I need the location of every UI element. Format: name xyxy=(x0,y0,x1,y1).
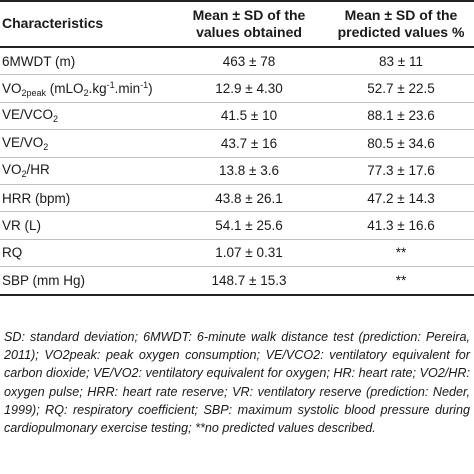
row-predicted-value: ** xyxy=(328,266,474,296)
row-predicted-value: 88.1 ± 23.6 xyxy=(328,102,474,131)
header-mean-obtained: Mean ± SD of the values obtained xyxy=(170,0,328,48)
row-predicted-value: 83 ± 11 xyxy=(328,47,474,76)
table-row: 6MWDT (m) 463 ± 78 83 ± 11 xyxy=(0,47,474,76)
results-table-container: Characteristics Mean ± SD of the values … xyxy=(0,0,474,296)
row-name: VO2/HR xyxy=(0,157,170,185)
row-name: SBP (mm Hg) xyxy=(0,266,170,296)
row-name: HRR (bpm) xyxy=(0,184,170,213)
row-name: VO2peak (mLO2.kg-1.min-1) xyxy=(0,74,170,103)
row-name: VE/VCO2 xyxy=(0,102,170,131)
table-row: VE/VCO2 41.5 ± 10 88.1 ± 23.6 xyxy=(0,102,474,131)
header-mean-predicted: Mean ± SD of the predicted values % xyxy=(328,0,474,48)
row-mean-value: 54.1 ± 25.6 xyxy=(170,211,328,240)
row-mean-value: 43.8 ± 26.1 xyxy=(170,184,328,213)
header-characteristics: Characteristics xyxy=(0,0,170,48)
row-predicted-value: 77.3 ± 17.6 xyxy=(328,157,474,185)
row-predicted-value: 41.3 ± 16.6 xyxy=(328,211,474,240)
row-predicted-value: 52.7 ± 22.5 xyxy=(328,74,474,103)
table-row: VO2peak (mLO2.kg-1.min-1) 12.9 ± 4.30 52… xyxy=(0,74,474,103)
row-predicted-value: 47.2 ± 14.3 xyxy=(328,184,474,213)
row-name: RQ xyxy=(0,239,170,268)
row-name: 6MWDT (m) xyxy=(0,47,170,76)
row-predicted-value: ** xyxy=(328,239,474,268)
table-header-row: Characteristics Mean ± SD of the values … xyxy=(0,0,474,48)
table-row: VO2/HR 13.8 ± 3.6 77.3 ± 17.6 xyxy=(0,157,474,185)
row-mean-value: 12.9 ± 4.30 xyxy=(170,74,328,103)
table-row: RQ 1.07 ± 0.31 ** xyxy=(0,239,474,268)
row-mean-value: 43.7 ± 16 xyxy=(170,129,328,158)
row-predicted-value: 80.5 ± 34.6 xyxy=(328,129,474,158)
row-name: VE/VO2 xyxy=(0,129,170,158)
row-mean-value: 13.8 ± 3.6 xyxy=(170,157,328,185)
table-row: VE/VO2 43.7 ± 16 80.5 ± 34.6 xyxy=(0,129,474,158)
row-name: VR (L) xyxy=(0,211,170,240)
table-row: SBP (mm Hg) 148.7 ± 15.3 ** xyxy=(0,266,474,296)
table-row: VR (L) 54.1 ± 25.6 41.3 ± 16.6 xyxy=(0,211,474,240)
results-table: Characteristics Mean ± SD of the values … xyxy=(0,0,474,296)
row-mean-value: 41.5 ± 10 xyxy=(170,102,328,131)
row-mean-value: 148.7 ± 15.3 xyxy=(170,266,328,296)
table-row: HRR (bpm) 43.8 ± 26.1 47.2 ± 14.3 xyxy=(0,184,474,213)
row-mean-value: 463 ± 78 xyxy=(170,47,328,76)
table-footnote: SD: standard deviation; 6MWDT: 6-minute … xyxy=(4,330,470,436)
row-mean-value: 1.07 ± 0.31 xyxy=(170,239,328,268)
